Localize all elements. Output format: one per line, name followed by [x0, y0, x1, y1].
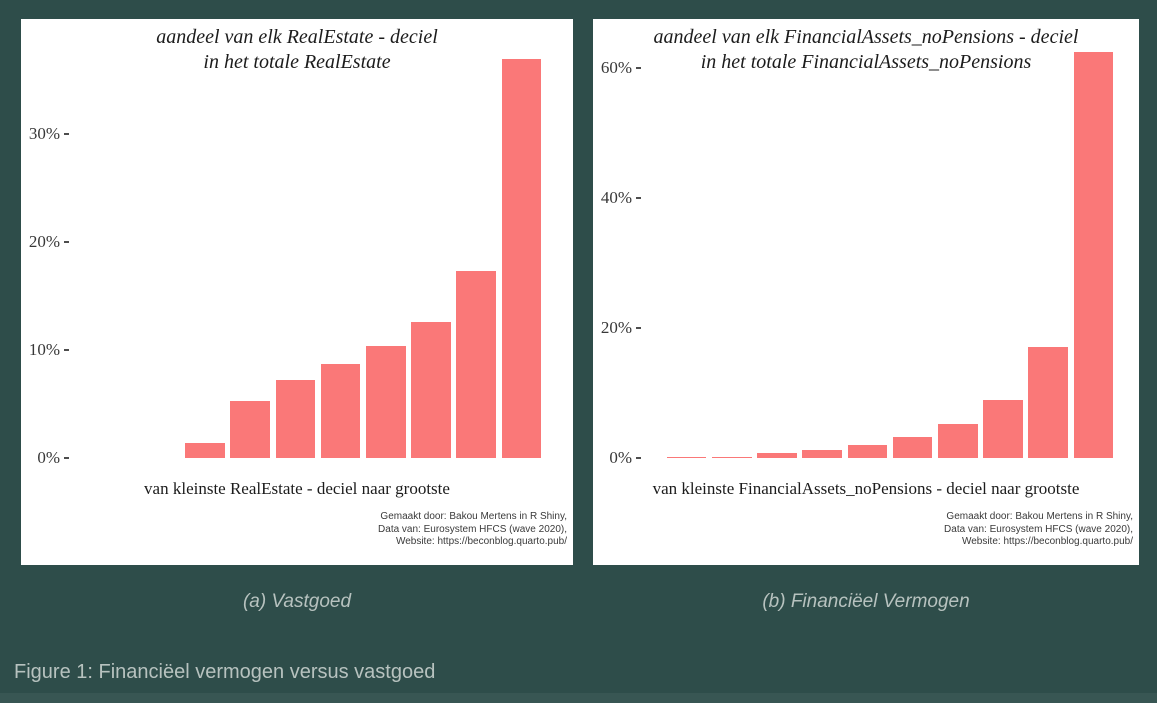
- bar-deciel-8: [411, 321, 451, 458]
- chart-title-line-1: aandeel van elk RealEstate - deciel: [156, 26, 438, 48]
- bar-deciel-1: [666, 457, 707, 458]
- y-tick-label: 40%: [600, 187, 632, 207]
- figure-caption: Figure 1: Financiëel vermogen versus vas…: [14, 661, 436, 683]
- attribution-line-3: Website: https://beconblog.quarto.pub/: [395, 536, 567, 547]
- bar-series: [664, 38, 1116, 458]
- y-tick-20: 20%: [593, 318, 641, 338]
- y-tick-0: 0%: [21, 448, 69, 468]
- bottom-strip: [0, 693, 1157, 703]
- y-tick-label: 30%: [28, 124, 60, 144]
- chart-title-line-2: in het totale FinancialAssets_noPensions: [700, 51, 1032, 73]
- x-axis-label: van kleinste RealEstate - deciel naar gr…: [144, 479, 450, 498]
- bar-deciel-5: [275, 380, 316, 458]
- y-tick-0: 0%: [593, 448, 641, 468]
- bar-deciel-9: [1028, 347, 1069, 458]
- y-tick-label: 0%: [37, 448, 60, 467]
- subcaption-financieel-vermogen: (b) Financiëel Vermogen: [762, 591, 970, 612]
- y-tick-mark: [64, 241, 69, 244]
- y-tick-40: 40%: [593, 188, 641, 208]
- chart-title-line-1: aandeel van elk FinancialAssets_noPensio…: [653, 26, 1079, 48]
- bar-deciel-9: [456, 271, 497, 458]
- attribution-line-1: Gemaakt door: Bakou Mertens in R Shiny,: [946, 511, 1133, 522]
- bar-deciel-8: [983, 400, 1023, 458]
- bar-deciel-10: [1073, 52, 1114, 458]
- bar-series: [92, 38, 544, 458]
- bar-deciel-6: [320, 364, 361, 458]
- y-tick-mark: [636, 196, 641, 199]
- attribution-line-1: Gemaakt door: Bakou Mertens in R Shiny,: [380, 511, 567, 522]
- bar-deciel-7: [937, 423, 978, 458]
- attribution: Gemaakt door: Bakou Mertens in R Shiny, …: [944, 511, 1133, 549]
- y-tick-10: 10%: [21, 340, 69, 360]
- chart-title: aandeel van elk RealEstate - deciel in h…: [21, 25, 573, 75]
- bar-deciel-5: [847, 445, 888, 458]
- attribution: Gemaakt door: Bakou Mertens in R Shiny, …: [378, 511, 567, 549]
- y-tick-30: 30%: [21, 124, 69, 144]
- chart-title: aandeel van elk FinancialAssets_noPensio…: [593, 25, 1139, 75]
- y-tick-mark: [636, 457, 641, 459]
- y-tick-20: 20%: [21, 232, 69, 252]
- subcaption-vastgoed: (a) Vastgoed: [242, 591, 352, 612]
- attribution-line-3: Website: https://beconblog.quarto.pub/: [961, 536, 1133, 547]
- y-tick-mark: [64, 349, 69, 352]
- attribution-line-2: Data van: Eurosystem HFCS (wave 2020),: [378, 523, 567, 535]
- y-tick-label: 10%: [28, 340, 60, 360]
- bar-deciel-2: [711, 456, 752, 458]
- bar-deciel-4: [802, 449, 843, 458]
- attribution-line-2: Data van: Eurosystem HFCS (wave 2020),: [944, 523, 1133, 535]
- y-tick-label: 20%: [28, 232, 60, 252]
- y-tick-mark: [64, 133, 69, 136]
- bar-deciel-3: [757, 452, 797, 458]
- chart-panel-vastgoed: aandeel van elk RealEstate - deciel in h…: [21, 19, 573, 565]
- bar-deciel-3: [185, 442, 225, 458]
- y-tick-mark: [64, 457, 69, 459]
- bar-deciel-10: [501, 58, 542, 458]
- chart-title-line-2: in het totale RealEstate: [203, 51, 391, 73]
- y-tick-label: 20%: [600, 317, 632, 337]
- x-axis-label: van kleinste FinancialAssets_noPensions …: [652, 479, 1080, 498]
- chart-panel-financieel-vermogen: aandeel van elk FinancialAssets_noPensio…: [593, 19, 1139, 565]
- bar-deciel-7: [365, 345, 406, 458]
- bar-deciel-6: [892, 436, 933, 458]
- y-tick-mark: [636, 326, 641, 329]
- y-tick-label: 0%: [609, 448, 632, 467]
- bar-deciel-4: [230, 400, 271, 458]
